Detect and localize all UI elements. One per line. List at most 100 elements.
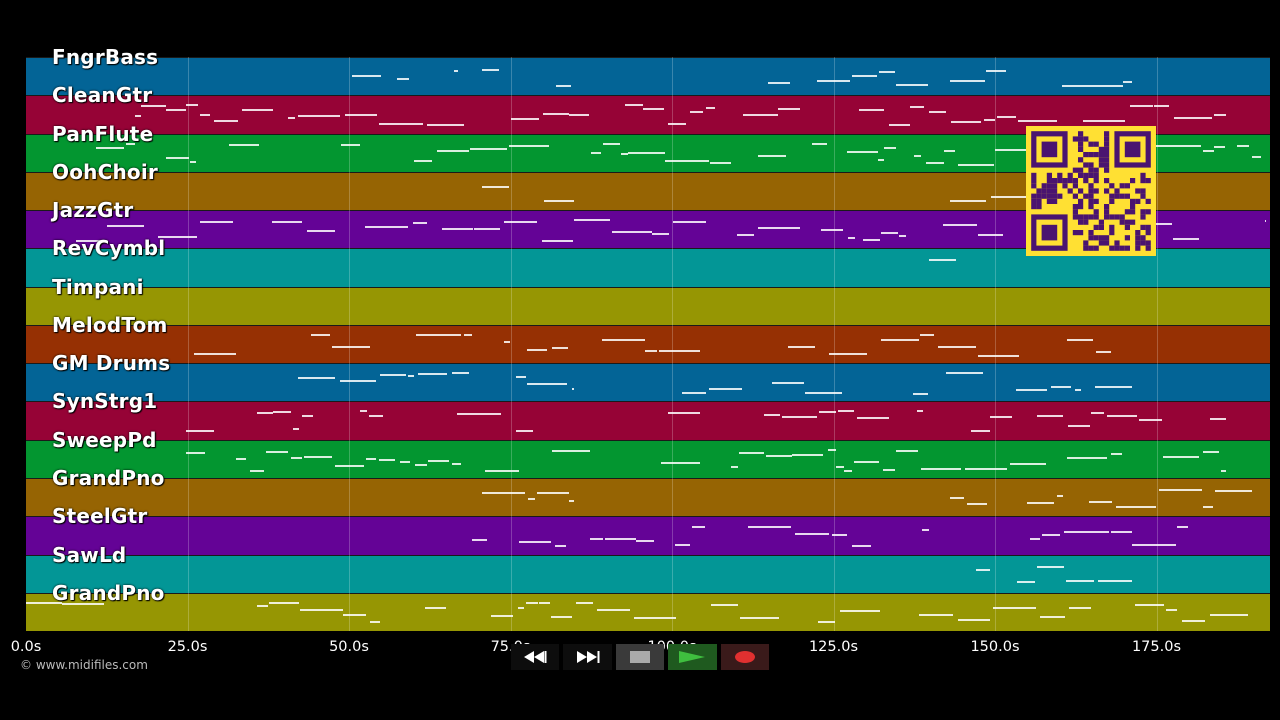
midi-note — [665, 160, 709, 162]
midi-note — [1107, 415, 1137, 417]
midi-note — [26, 602, 62, 604]
midi-note — [1139, 419, 1162, 421]
midi-note — [343, 614, 366, 616]
track-lane[interactable] — [26, 401, 1270, 440]
midi-note — [304, 456, 332, 458]
midi-note — [645, 350, 657, 352]
midi-note — [919, 614, 953, 616]
time-tick-label: 150.0s — [970, 639, 1020, 655]
midi-note — [1064, 531, 1109, 533]
track-lane[interactable] — [26, 440, 1270, 478]
midi-note — [950, 80, 985, 82]
midi-note — [576, 602, 593, 604]
midi-note — [491, 615, 513, 617]
track-lane[interactable] — [26, 516, 1270, 555]
midi-note — [1083, 120, 1125, 122]
midi-note — [709, 388, 742, 390]
midi-note — [1018, 120, 1057, 122]
midi-note — [829, 353, 867, 355]
track-lane[interactable] — [26, 555, 1270, 593]
midi-note — [848, 237, 855, 239]
midi-note — [978, 234, 1003, 236]
midi-note — [307, 230, 335, 232]
time-tick-label: 175.0s — [1131, 639, 1182, 655]
midi-note — [1091, 412, 1104, 414]
track-lane[interactable] — [26, 325, 1270, 363]
midi-note — [62, 603, 104, 605]
stop-button[interactable] — [615, 644, 665, 670]
midi-note — [668, 412, 700, 414]
midi-note — [766, 455, 792, 457]
midi-note — [360, 410, 367, 412]
midi-note — [574, 219, 610, 221]
midi-note — [427, 124, 464, 126]
midi-note — [1123, 81, 1132, 83]
record-button[interactable] — [720, 644, 770, 670]
track-lane[interactable] — [26, 287, 1270, 325]
midi-note — [236, 458, 246, 460]
fast-forward-button[interactable] — [563, 644, 612, 670]
midi-note — [890, 147, 896, 149]
midi-note — [878, 159, 884, 161]
midi-note — [539, 602, 550, 604]
time-gridline — [995, 57, 996, 631]
midi-note — [1111, 531, 1132, 533]
track-label: GrandPno — [52, 581, 165, 605]
track-label: OohChoir — [52, 160, 158, 184]
track-label: SweepPd — [52, 428, 157, 452]
midi-note — [1086, 85, 1123, 87]
midi-note — [889, 124, 910, 126]
midi-note — [758, 227, 800, 229]
track-lane[interactable] — [26, 593, 1270, 631]
midi-note — [1042, 534, 1060, 536]
midi-note — [543, 113, 569, 115]
midi-note — [938, 346, 976, 348]
midi-note — [345, 114, 377, 116]
qr-code — [1026, 126, 1156, 256]
midi-note — [896, 450, 918, 452]
midi-note — [838, 410, 854, 412]
rewind-button[interactable] — [511, 644, 560, 670]
midi-note — [854, 461, 879, 463]
transport-controls — [511, 644, 770, 670]
midi-note — [1154, 105, 1169, 107]
track-label: Timpani — [52, 275, 144, 299]
midi-note — [772, 382, 804, 384]
midi-note — [590, 538, 603, 540]
midi-note — [1215, 490, 1252, 492]
midi-note — [551, 616, 572, 618]
midi-note — [1214, 146, 1225, 148]
track-lane[interactable] — [26, 478, 1270, 516]
midi-note — [836, 466, 844, 468]
midi-note — [1252, 156, 1261, 158]
play-button[interactable] — [668, 644, 717, 670]
midi-note — [883, 469, 895, 471]
midi-note — [340, 380, 376, 382]
midi-note — [997, 116, 1016, 118]
midi-note — [186, 430, 214, 432]
midi-note — [141, 105, 166, 107]
track-lane[interactable] — [26, 363, 1270, 401]
midi-note — [764, 414, 780, 416]
midi-note — [913, 393, 928, 395]
midi-note — [482, 186, 509, 188]
midi-note — [257, 412, 273, 414]
midi-note — [818, 621, 835, 623]
midi-note — [569, 114, 589, 116]
midi-note — [1173, 238, 1199, 240]
midi-note — [311, 334, 330, 336]
midi-note — [365, 226, 408, 228]
track-lane[interactable] — [26, 57, 1270, 95]
midi-note — [976, 569, 990, 571]
midi-note — [370, 621, 380, 623]
midi-note — [832, 534, 847, 536]
midi-note — [1095, 386, 1132, 388]
midi-note — [917, 410, 923, 412]
midi-note — [673, 221, 706, 223]
midi-note — [926, 162, 944, 164]
midi-note — [519, 541, 551, 543]
midi-note — [379, 459, 395, 461]
midi-note — [1068, 425, 1090, 427]
midi-note — [863, 239, 880, 241]
midi-note — [415, 464, 427, 466]
